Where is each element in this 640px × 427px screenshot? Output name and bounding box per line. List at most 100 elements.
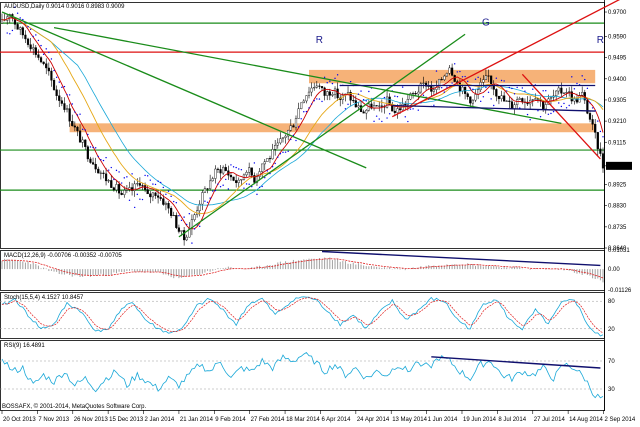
candle: [289, 119, 292, 132]
candle: [266, 158, 269, 162]
candle-body: [490, 75, 493, 85]
candle-body: [300, 102, 303, 109]
channel-bottom: [392, 104, 596, 112]
sar-dot: [290, 138, 292, 141]
candle-body: [224, 167, 227, 171]
candle-body: [26, 38, 30, 45]
candle-body: [185, 236, 188, 241]
candle: [73, 121, 76, 132]
sar-dot: [193, 228, 196, 230]
candle-body: [245, 172, 248, 176]
candle-body: [326, 91, 329, 96]
macd-tick-label: 0.01031: [608, 248, 630, 254]
candle: [65, 104, 69, 113]
candle-body: [297, 108, 300, 119]
ma-cyan-line: [1, 17, 604, 206]
date-tick-label: 18 Mar 2014: [286, 417, 320, 423]
candle: [151, 192, 155, 202]
sar-dot: [360, 90, 362, 92]
sar-dot: [243, 187, 245, 189]
date-tick-label: 1 Jun 2014: [428, 417, 458, 423]
candle-body: [588, 113, 592, 120]
candle-body: [180, 230, 183, 232]
date-tick-label: 7 Nov 2013: [38, 417, 69, 423]
candle-body: [29, 44, 32, 50]
candle-body: [432, 89, 435, 92]
candle-body: [63, 103, 66, 110]
candle: [404, 101, 407, 110]
sar-dot: [6, 32, 8, 34]
candle-body: [505, 100, 508, 102]
candle-body: [393, 110, 396, 113]
candle-body: [24, 34, 27, 40]
macd-tick-label: -0.01126: [608, 288, 632, 294]
candle: [349, 89, 352, 107]
sar-dot: [318, 98, 321, 100]
sar-dot: [381, 120, 383, 123]
candle-body: [214, 168, 217, 179]
candle-body: [513, 104, 516, 109]
sar-dot: [173, 200, 175, 203]
sar-dot: [178, 215, 180, 217]
sar-dot: [232, 166, 235, 168]
candle: [138, 177, 141, 189]
sar-dot: [146, 175, 149, 177]
candle: [570, 86, 573, 105]
candle-body: [508, 100, 511, 102]
candle: [71, 114, 74, 127]
rsi-trendline: [431, 356, 601, 369]
rsi-tick-label: 30: [608, 387, 615, 393]
sar-dot: [373, 120, 375, 123]
sar-dot: [331, 82, 334, 85]
rsi-title: RSI(9) 16.4891: [4, 343, 45, 349]
sar-dot: [313, 100, 315, 102]
stoch-title: Stoch(15,5,4) 4.1527 10.8457: [4, 295, 84, 301]
candle: [594, 119, 597, 139]
rising-red: [391, 0, 621, 118]
sar-dot: [97, 155, 99, 158]
sar-dot: [464, 75, 466, 78]
candle: [588, 110, 592, 123]
sar-dot: [170, 195, 172, 198]
sar-dot: [58, 81, 60, 83]
sar-dot: [477, 76, 479, 79]
sar-dot: [591, 107, 594, 109]
sar-dot: [433, 104, 435, 107]
sar-dot: [295, 139, 297, 142]
candle-body: [60, 100, 63, 104]
macd-tick-label: 0.00: [608, 267, 620, 273]
candle-body: [279, 138, 282, 144]
date-tick-label: 6 Apr 2014: [321, 417, 351, 423]
sar-dot: [16, 12, 19, 14]
candle: [274, 139, 277, 156]
candle: [268, 155, 272, 164]
candle-body: [55, 89, 58, 96]
sar-dot: [264, 176, 266, 179]
candle: [380, 99, 383, 113]
date-tick-label: 15 Dec 2013: [109, 417, 144, 423]
candle-body: [599, 148, 602, 154]
candle: [219, 165, 222, 180]
sar-dot: [545, 90, 547, 92]
candle-body: [448, 67, 451, 74]
candle: [453, 74, 456, 82]
candle: [445, 72, 448, 77]
candle-body: [375, 105, 378, 107]
candle: [315, 81, 318, 89]
sar-dot: [394, 95, 396, 97]
candle-body: [250, 167, 253, 176]
sar-dot: [375, 115, 378, 117]
falling-green-1: [1, 11, 367, 169]
candle: [21, 26, 24, 39]
candle-body: [518, 98, 521, 100]
sar-dot: [48, 51, 50, 54]
candle: [52, 78, 56, 91]
sar-dot: [383, 96, 386, 99]
sar-dot: [180, 219, 183, 222]
candle: [94, 157, 97, 173]
date-tick-label: 24 Apr 2014: [357, 417, 390, 423]
stoch-tick-label: 80: [608, 299, 615, 305]
candle: [516, 96, 519, 110]
sar-dot: [144, 174, 146, 177]
